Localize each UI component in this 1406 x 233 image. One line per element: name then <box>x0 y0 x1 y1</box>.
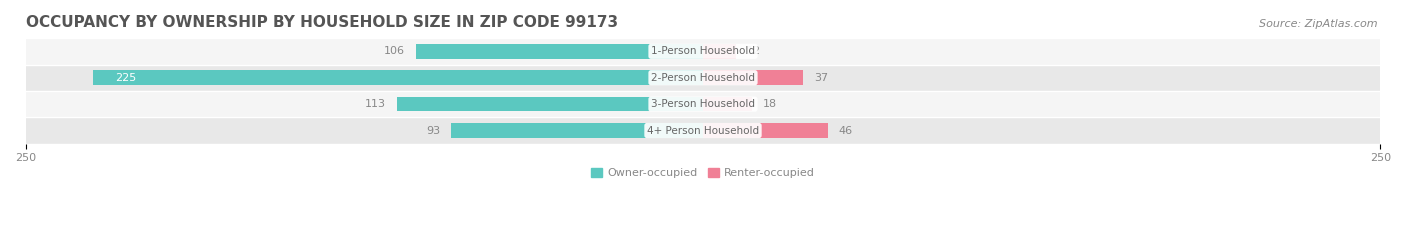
Text: OCCUPANCY BY OWNERSHIP BY HOUSEHOLD SIZE IN ZIP CODE 99173: OCCUPANCY BY OWNERSHIP BY HOUSEHOLD SIZE… <box>25 15 617 30</box>
Bar <box>25 91 1381 117</box>
Text: 1-Person Household: 1-Person Household <box>651 46 755 56</box>
Text: 3-Person Household: 3-Person Household <box>651 99 755 109</box>
Text: 106: 106 <box>384 46 405 56</box>
Text: 225: 225 <box>115 73 136 83</box>
Bar <box>451 123 703 138</box>
Bar <box>396 97 703 111</box>
Legend: Owner-occupied, Renter-occupied: Owner-occupied, Renter-occupied <box>592 168 814 178</box>
Text: Source: ZipAtlas.com: Source: ZipAtlas.com <box>1260 19 1378 29</box>
Text: 2-Person Household: 2-Person Household <box>651 73 755 83</box>
Text: 46: 46 <box>838 126 852 136</box>
Text: 113: 113 <box>366 99 387 109</box>
Bar <box>25 38 1381 65</box>
Bar <box>25 117 1381 144</box>
Bar <box>703 70 803 85</box>
Bar <box>703 97 752 111</box>
Bar <box>703 44 735 58</box>
Text: 12: 12 <box>747 46 761 56</box>
Text: 37: 37 <box>814 73 828 83</box>
Bar <box>703 123 828 138</box>
Bar <box>93 70 703 85</box>
Text: 4+ Person Household: 4+ Person Household <box>647 126 759 136</box>
Text: 93: 93 <box>426 126 440 136</box>
Bar <box>25 65 1381 91</box>
Bar <box>416 44 703 58</box>
Text: 18: 18 <box>762 99 776 109</box>
